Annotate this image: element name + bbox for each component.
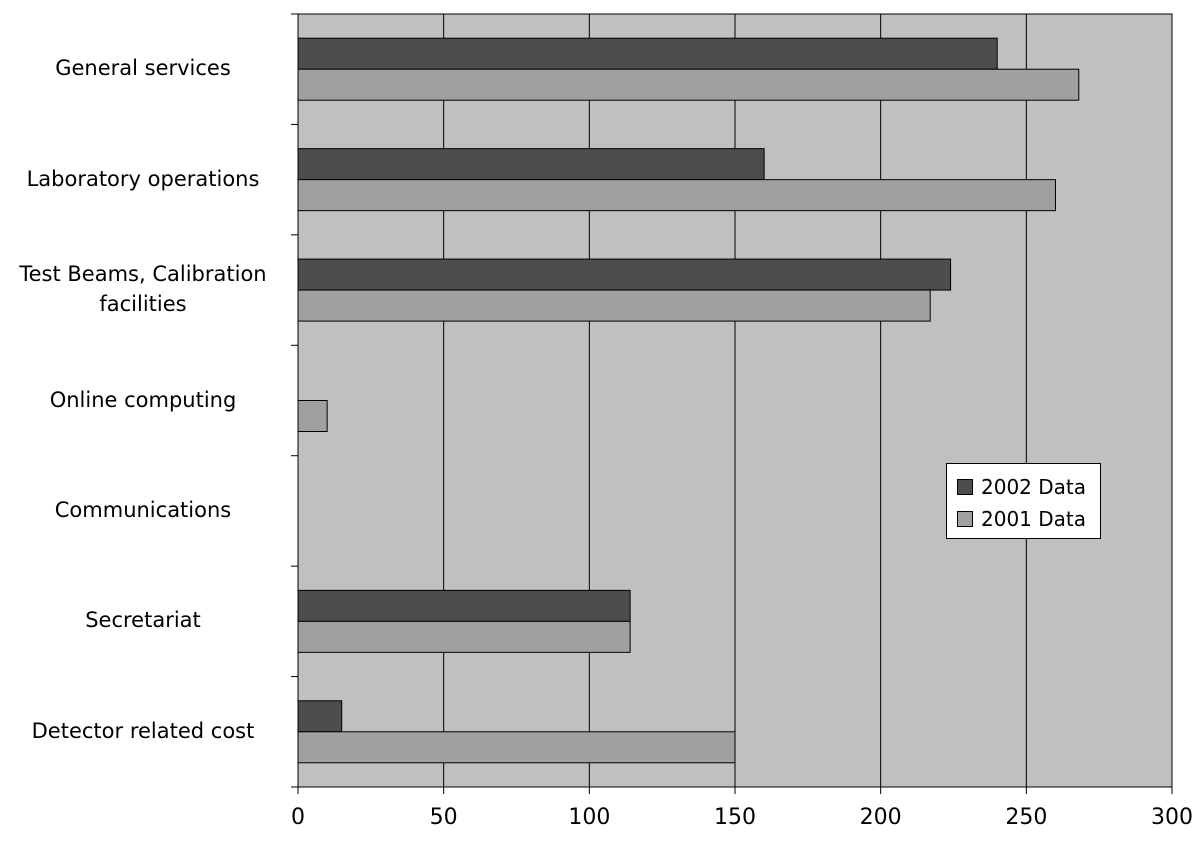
x-tick-label-50: 50 xyxy=(429,805,458,830)
x-tick-label-0: 0 xyxy=(291,805,305,830)
bar-2001-data-2 xyxy=(297,289,931,322)
category-label-line: General services xyxy=(55,56,231,81)
x-tick-label-100: 100 xyxy=(568,805,611,830)
category-label-line: Secretariat xyxy=(85,608,201,633)
category-label: Secretariat xyxy=(2,605,284,635)
category-label: Test Beams, Calibration facilities xyxy=(2,259,284,319)
bar-2001-data-3 xyxy=(297,400,328,432)
legend-label-2002: 2002 Data xyxy=(981,475,1087,499)
category-label-line: Online computing xyxy=(49,387,237,412)
category-label-line: facilities xyxy=(99,292,187,317)
x-tick-label-200: 200 xyxy=(859,805,902,830)
x-tick-label-300: 300 xyxy=(1151,805,1193,830)
bar-2002-data-0 xyxy=(297,37,998,70)
legend-swatch-2002 xyxy=(957,479,973,495)
category-label-line: Communications xyxy=(54,497,232,522)
bar-2002-data-2 xyxy=(297,258,952,291)
bars xyxy=(297,37,1080,764)
category-label-line: Laboratory operations xyxy=(26,166,260,191)
legend: 2002 Data 2001 Data xyxy=(946,463,1101,539)
category-label: Communications xyxy=(2,495,284,525)
category-label-line: Detector related cost xyxy=(31,718,255,743)
category-label: Online computing xyxy=(2,385,284,415)
bar-2002-data-6 xyxy=(297,700,343,733)
category-label: General services xyxy=(2,53,284,83)
grid-lines xyxy=(443,14,1173,787)
bar-2001-data-6 xyxy=(297,731,736,764)
category-label: Detector related cost xyxy=(2,716,284,746)
category-label-line: Test Beams, Calibration xyxy=(19,262,267,287)
category-label: Laboratory operations xyxy=(2,164,284,194)
legend-item-2001: 2001 Data xyxy=(957,505,1086,533)
legend-label-2001: 2001 Data xyxy=(981,507,1087,531)
axes xyxy=(291,13,1173,794)
x-tick-label-150: 150 xyxy=(714,805,756,830)
legend-swatch-2001 xyxy=(957,511,973,527)
bar-2001-data-5 xyxy=(297,620,631,653)
bar-2001-data-1 xyxy=(297,179,1056,212)
bar-2001-data-0 xyxy=(297,68,1080,101)
bar-2002-data-1 xyxy=(297,148,765,181)
x-tick-label-250: 250 xyxy=(1005,805,1048,830)
bar-2002-data-5 xyxy=(297,589,631,622)
legend-item-2002: 2002 Data xyxy=(957,473,1086,501)
